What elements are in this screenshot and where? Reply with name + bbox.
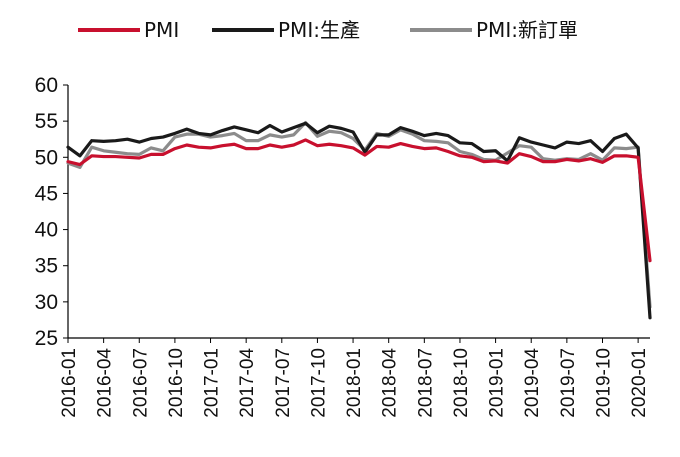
legend-label-pmi-new-orders: PMI:新訂單 <box>476 18 578 42</box>
y-tick-label: 40 <box>35 219 58 242</box>
legend-label-pmi-production: PMI:生產 <box>278 18 360 42</box>
x-tick-label: 2016-10 <box>166 348 187 418</box>
x-tick-label: 2019-10 <box>593 348 614 418</box>
x-tick-label: 2016-04 <box>95 348 116 418</box>
series-line-pmi-production <box>66 121 652 320</box>
x-tick-label: 2017-10 <box>308 348 329 418</box>
x-tick-label: 2018-01 <box>344 348 365 418</box>
x-tick-label: 2017-07 <box>273 348 294 418</box>
y-tick-label: 60 <box>35 74 58 97</box>
x-tick-label: 2019-07 <box>558 348 579 418</box>
x-tick-label: 2016-01 <box>59 348 80 418</box>
y-tick-label: 35 <box>35 255 58 278</box>
y-tick-label: 45 <box>35 182 58 205</box>
x-tick-label: 2017-01 <box>202 348 223 418</box>
y-tick-label: 25 <box>35 327 58 350</box>
y-tick-label: 55 <box>35 110 58 133</box>
legend-label-pmi: PMI <box>144 18 179 42</box>
x-tick-label: 2018-04 <box>380 348 401 418</box>
x-tick-label: 2019-04 <box>522 348 543 418</box>
y-tick-label: 50 <box>35 146 58 169</box>
x-tick-label: 2018-07 <box>415 348 436 418</box>
x-tick-label: 2019-01 <box>487 348 508 418</box>
series-line-pmi <box>66 138 652 263</box>
x-tick-label: 2018-10 <box>451 348 472 418</box>
x-tick-label: 2016-07 <box>130 348 151 418</box>
x-tick-label: 2017-04 <box>237 348 258 418</box>
y-tick-label: 30 <box>35 291 58 314</box>
x-tick-label: 2020-01 <box>629 348 650 418</box>
